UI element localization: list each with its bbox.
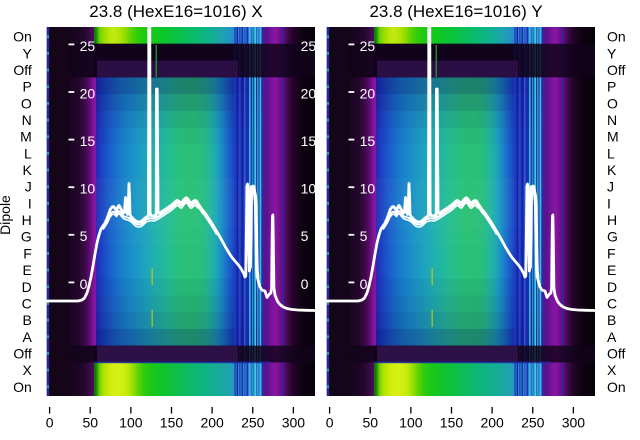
svg-text:50: 50 [362, 415, 378, 431]
svg-text:20: 20 [80, 85, 96, 101]
svg-text:N: N [22, 112, 32, 128]
svg-text:15: 15 [301, 133, 317, 149]
svg-text:G: G [21, 229, 32, 245]
svg-text:5: 5 [301, 228, 309, 244]
svg-text:L: L [607, 145, 615, 161]
svg-text:250: 250 [241, 415, 265, 431]
svg-text:I: I [28, 195, 32, 211]
svg-text:300: 300 [282, 415, 306, 431]
svg-text:100: 100 [399, 415, 423, 431]
svg-text:0: 0 [326, 415, 334, 431]
svg-text:0: 0 [301, 276, 309, 292]
svg-text:D: D [607, 279, 617, 295]
svg-text:23.8 (HexE16=1016) X: 23.8 (HexE16=1016) X [89, 2, 262, 21]
svg-text:J: J [607, 179, 614, 195]
svg-text:On: On [13, 379, 32, 395]
svg-text:15: 15 [80, 133, 96, 149]
svg-text:200: 200 [200, 415, 224, 431]
svg-text:K: K [22, 162, 32, 178]
svg-text:10: 10 [360, 181, 376, 197]
svg-text:C: C [607, 295, 617, 311]
svg-text:F: F [607, 245, 616, 261]
svg-text:On: On [607, 379, 626, 395]
svg-text:5: 5 [80, 228, 88, 244]
svg-text:F: F [23, 245, 32, 261]
svg-text:A: A [607, 329, 617, 345]
svg-text:0: 0 [360, 276, 368, 292]
svg-text:E: E [607, 262, 616, 278]
svg-text:On: On [607, 29, 626, 45]
svg-text:I: I [607, 195, 611, 211]
svg-text:H: H [607, 212, 617, 228]
svg-text:On: On [13, 29, 32, 45]
svg-text:23.8 (HexE16=1016) Y: 23.8 (HexE16=1016) Y [369, 2, 542, 21]
svg-text:J: J [25, 179, 32, 195]
svg-text:Off: Off [13, 345, 32, 361]
svg-text:50: 50 [82, 415, 98, 431]
svg-text:N: N [607, 112, 617, 128]
svg-text:0: 0 [80, 276, 88, 292]
svg-text:Off: Off [607, 62, 626, 78]
svg-text:Y: Y [22, 45, 32, 61]
svg-text:300: 300 [562, 415, 586, 431]
svg-text:150: 150 [160, 415, 184, 431]
svg-text:X: X [607, 362, 617, 378]
svg-text:M: M [20, 129, 32, 145]
svg-text:B: B [22, 312, 31, 328]
svg-text:E: E [22, 262, 31, 278]
svg-text:Off: Off [607, 345, 626, 361]
svg-text:A: A [22, 329, 32, 345]
svg-text:20: 20 [301, 85, 317, 101]
svg-text:X: X [22, 362, 32, 378]
svg-text:D: D [22, 279, 32, 295]
svg-text:150: 150 [440, 415, 464, 431]
svg-text:25: 25 [80, 38, 96, 54]
svg-text:250: 250 [521, 415, 545, 431]
svg-text:Off: Off [13, 62, 32, 78]
svg-text:100: 100 [119, 415, 143, 431]
svg-text:25: 25 [301, 38, 317, 54]
svg-text:B: B [607, 312, 616, 328]
svg-text:O: O [607, 95, 618, 111]
svg-text:P: P [607, 79, 616, 95]
svg-text:M: M [607, 129, 619, 145]
svg-text:200: 200 [480, 415, 504, 431]
svg-text:25: 25 [360, 38, 376, 54]
svg-text:5: 5 [360, 228, 368, 244]
svg-text:15: 15 [360, 133, 376, 149]
svg-text:G: G [607, 229, 618, 245]
svg-text:L: L [24, 145, 32, 161]
svg-text:0: 0 [46, 415, 54, 431]
svg-text:K: K [607, 162, 617, 178]
svg-text:H: H [22, 212, 32, 228]
svg-text:O: O [21, 95, 32, 111]
svg-text:Dipole: Dipole [0, 195, 13, 235]
svg-text:10: 10 [80, 181, 96, 197]
svg-text:P: P [22, 79, 31, 95]
svg-text:10: 10 [301, 181, 317, 197]
svg-text:Y: Y [607, 45, 617, 61]
svg-text:20: 20 [360, 85, 376, 101]
svg-text:C: C [22, 295, 32, 311]
